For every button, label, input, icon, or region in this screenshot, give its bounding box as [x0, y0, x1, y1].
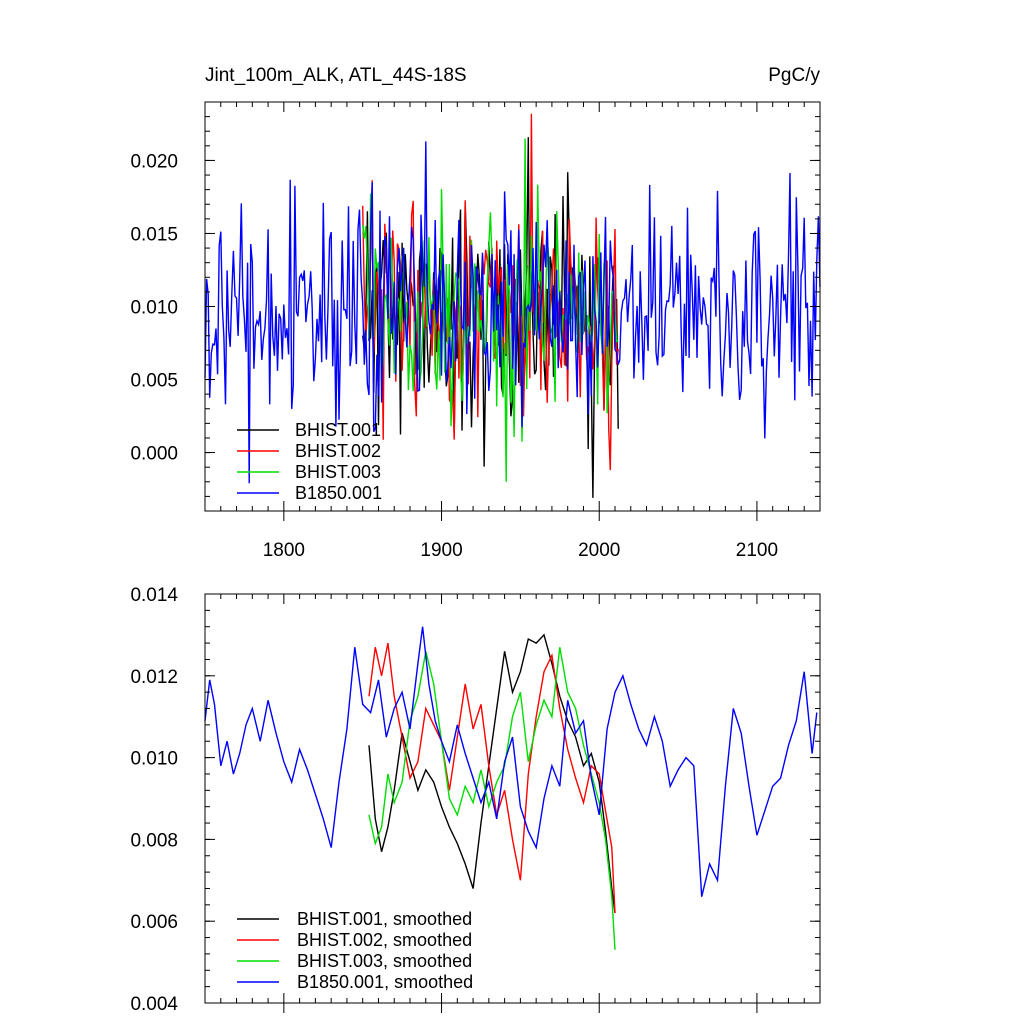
y-tick-label: 0.005	[130, 371, 178, 392]
units-label: PgC/y	[768, 65, 820, 86]
legend-label: B1850.001, smoothed	[297, 972, 473, 992]
y-tick-label: 0.010	[130, 749, 178, 770]
y-tick-label: 0.012	[130, 667, 178, 688]
y-tick-label: 0.008	[130, 830, 178, 851]
legend-label: BHIST.001, smoothed	[297, 909, 472, 929]
legend-label: B1850.001	[295, 483, 382, 503]
x-tick-label: 1900	[420, 540, 462, 561]
y-tick-label: 0.010	[130, 298, 178, 319]
tick-labels: 1800 1900 2000 2100 0.000 0.005 0.010 0.015 0.02…	[130, 151, 778, 561]
x-tick-label: 1800	[263, 540, 305, 561]
tick-marks	[204, 101, 821, 521]
panel-title: Jint_100m_ALK, ATL_44S-18S	[205, 65, 467, 86]
x-tick-label: 2000	[578, 540, 620, 561]
y-tick-label: 0.015	[130, 224, 178, 245]
plot-frame	[204, 593, 821, 1004]
legend-label: BHIST.002, smoothed	[297, 930, 472, 950]
series-line-4	[204, 626, 818, 897]
legend-label: BHIST.002	[295, 441, 381, 461]
series-group	[204, 626, 818, 950]
legend-label: BHIST.003	[295, 462, 381, 482]
y-tick-label: 0.000	[130, 444, 178, 465]
y-tick-label: 0.020	[130, 151, 178, 172]
legend-label: BHIST.003, smoothed	[297, 951, 472, 971]
y-tick-label: 0.014	[130, 585, 178, 606]
tick-marks	[204, 593, 821, 1013]
tick-labels: 0.004 0.006 0.008 0.010 0.012 0.014	[130, 585, 178, 1015]
legend-label: BHIST.001	[295, 420, 381, 440]
y-tick-label: 0.006	[130, 912, 178, 933]
y-tick-label: 0.004	[130, 994, 178, 1015]
series-line-1	[368, 633, 616, 914]
series-line-2	[368, 642, 616, 914]
series-line-4	[204, 141, 821, 484]
x-tick-label: 2100	[736, 540, 778, 561]
top-panel: Jint_100m_ALK, ATL_44S-18S PgC/y 1800 190…	[130, 65, 821, 561]
bottom-panel: 0.004 0.006 0.008 0.010 0.012 0.014 BHIST.001…	[130, 585, 821, 1015]
series-group	[204, 113, 821, 498]
